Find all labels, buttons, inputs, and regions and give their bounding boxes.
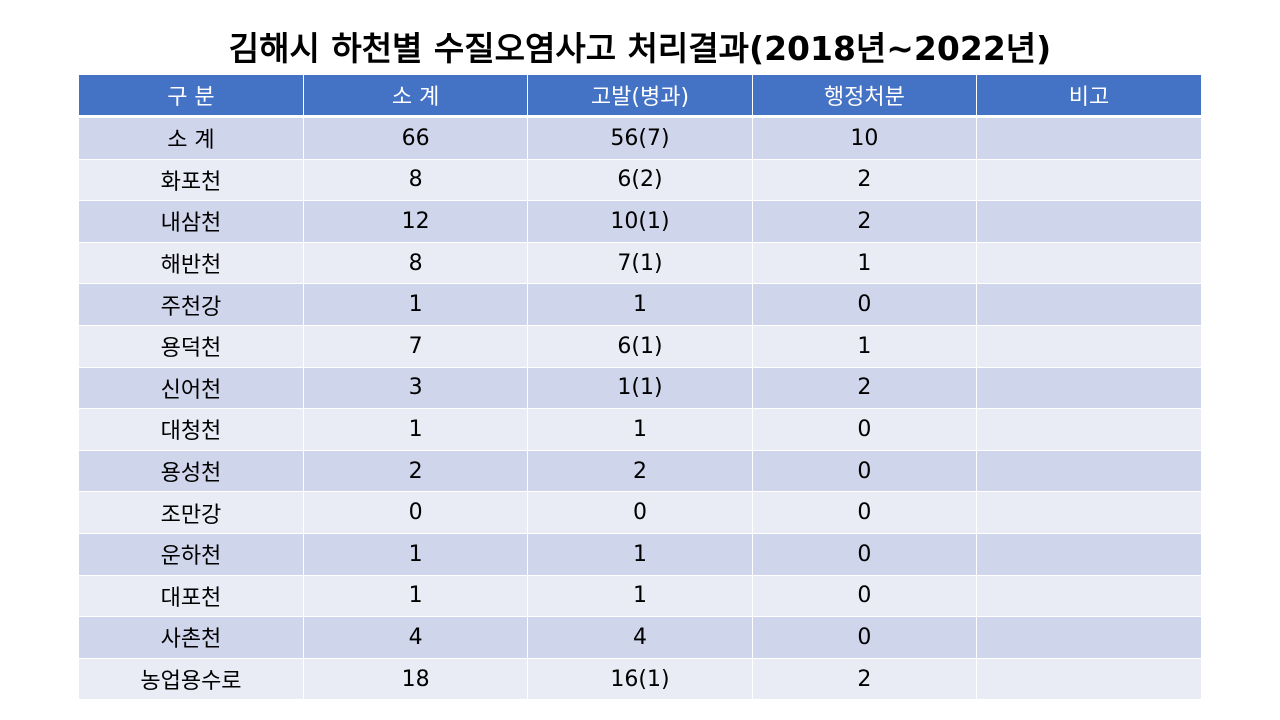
cell-category: 주천강 — [79, 283, 304, 326]
cell-remarks — [976, 200, 1201, 243]
cell-category: 조만강 — [79, 491, 304, 534]
cell-category: 용성천 — [79, 450, 304, 493]
table-row: 농업용수로 18 16(1) 2 — [79, 658, 1201, 701]
header-category: 구 분 — [79, 75, 304, 118]
table-row: 소 계 66 56(7) 10 — [79, 116, 1201, 160]
table-row: 용덕천 7 6(1) 1 — [79, 325, 1201, 368]
table-row: 내삼천 12 10(1) 2 — [79, 200, 1201, 243]
cell-remarks — [976, 325, 1201, 368]
cell-remarks — [976, 450, 1201, 493]
cell-remarks — [976, 491, 1201, 534]
cell-category: 내삼천 — [79, 200, 304, 243]
table-row: 사촌천 4 4 0 — [79, 616, 1201, 659]
cell-administrative-action: 0 — [752, 283, 978, 326]
page-title: 김해시 하천별 수질오염사고 처리결과(2018년~2022년) — [228, 29, 1052, 68]
cell-category: 화포천 — [79, 159, 304, 202]
header-prosecution: 고발(병과) — [527, 75, 753, 118]
cell-remarks — [976, 533, 1201, 576]
cell-subtotal: 8 — [303, 242, 529, 285]
cell-prosecution: 6(1) — [527, 325, 753, 368]
cell-subtotal: 18 — [303, 658, 529, 701]
cell-administrative-action: 2 — [752, 200, 978, 243]
cell-prosecution: 56(7) — [527, 116, 753, 160]
cell-category: 대청천 — [79, 408, 304, 451]
cell-subtotal: 8 — [303, 159, 529, 202]
cell-subtotal: 1 — [303, 575, 529, 618]
table-row: 대포천 1 1 0 — [79, 575, 1201, 618]
cell-category: 해반천 — [79, 242, 304, 285]
cell-administrative-action: 2 — [752, 367, 978, 410]
cell-administrative-action: 2 — [752, 658, 978, 701]
cell-subtotal: 1 — [303, 408, 529, 451]
cell-prosecution: 1 — [527, 283, 753, 326]
cell-remarks — [976, 116, 1201, 160]
cell-subtotal: 4 — [303, 616, 529, 659]
cell-prosecution: 10(1) — [527, 200, 753, 243]
cell-administrative-action: 0 — [752, 533, 978, 576]
cell-remarks — [976, 575, 1201, 618]
cell-prosecution: 6(2) — [527, 159, 753, 202]
cell-remarks — [976, 408, 1201, 451]
table-row: 대청천 1 1 0 — [79, 408, 1201, 451]
cell-prosecution: 1 — [527, 575, 753, 618]
cell-prosecution: 16(1) — [527, 658, 753, 701]
cell-administrative-action: 1 — [752, 242, 978, 285]
header-remarks: 비고 — [976, 75, 1201, 118]
cell-remarks — [976, 159, 1201, 202]
table-row: 조만강 0 0 0 — [79, 491, 1201, 534]
cell-category: 대포천 — [79, 575, 304, 618]
cell-remarks — [976, 658, 1201, 701]
cell-category: 신어천 — [79, 367, 304, 410]
table-row: 주천강 1 1 0 — [79, 283, 1201, 326]
cell-prosecution: 1(1) — [527, 367, 753, 410]
cell-category: 운하천 — [79, 533, 304, 576]
cell-category: 용덕천 — [79, 325, 304, 368]
cell-administrative-action: 10 — [752, 116, 978, 160]
cell-administrative-action: 0 — [752, 450, 978, 493]
cell-remarks — [976, 283, 1201, 326]
cell-subtotal: 66 — [303, 116, 529, 160]
header-administrative-action: 행정처분 — [752, 75, 978, 118]
cell-administrative-action: 1 — [752, 325, 978, 368]
cell-administrative-action: 0 — [752, 491, 978, 534]
cell-remarks — [976, 242, 1201, 285]
header-subtotal: 소 계 — [303, 75, 529, 118]
cell-category: 소 계 — [79, 116, 304, 160]
results-table: 구 분 소 계 고발(병과) 행정처분 비고 소 계 66 56(7) 10 화… — [79, 75, 1201, 701]
cell-category: 사촌천 — [79, 616, 304, 659]
table-row: 용성천 2 2 0 — [79, 450, 1201, 493]
cell-remarks — [976, 616, 1201, 659]
cell-prosecution: 4 — [527, 616, 753, 659]
cell-subtotal: 7 — [303, 325, 529, 368]
cell-subtotal: 0 — [303, 491, 529, 534]
cell-administrative-action: 2 — [752, 159, 978, 202]
table-row: 화포천 8 6(2) 2 — [79, 159, 1201, 202]
cell-prosecution: 7(1) — [527, 242, 753, 285]
cell-category: 농업용수로 — [79, 658, 304, 701]
cell-administrative-action: 0 — [752, 408, 978, 451]
cell-prosecution: 1 — [527, 533, 753, 576]
table-row: 운하천 1 1 0 — [79, 533, 1201, 576]
table-row: 해반천 8 7(1) 1 — [79, 242, 1201, 285]
cell-prosecution: 0 — [527, 491, 753, 534]
table-header-row: 구 분 소 계 고발(병과) 행정처분 비고 — [79, 75, 1201, 118]
cell-subtotal: 12 — [303, 200, 529, 243]
cell-prosecution: 1 — [527, 408, 753, 451]
table-row: 신어천 3 1(1) 2 — [79, 367, 1201, 410]
cell-subtotal: 3 — [303, 367, 529, 410]
cell-prosecution: 2 — [527, 450, 753, 493]
cell-subtotal: 1 — [303, 283, 529, 326]
cell-subtotal: 1 — [303, 533, 529, 576]
cell-remarks — [976, 367, 1201, 410]
cell-subtotal: 2 — [303, 450, 529, 493]
cell-administrative-action: 0 — [752, 616, 978, 659]
cell-administrative-action: 0 — [752, 575, 978, 618]
